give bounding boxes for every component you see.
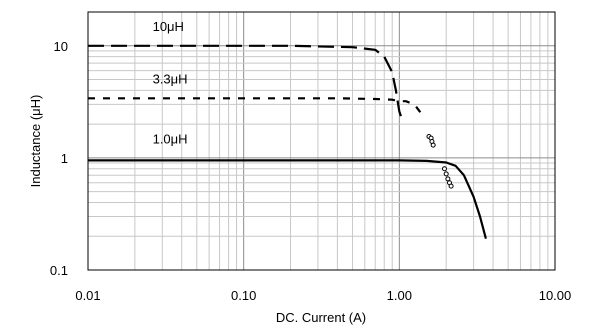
y-axis-label: Inductance (μH)	[28, 95, 43, 188]
series-line	[88, 97, 426, 118]
annotation-group: 10μH 3.3μH 1.0μH	[153, 19, 188, 146]
series-line	[88, 44, 403, 118]
grid-lines	[87, 11, 555, 271]
series-line	[88, 159, 487, 239]
data-point-marker	[443, 171, 449, 177]
plot-area	[88, 12, 555, 270]
data-point-marker	[441, 166, 447, 172]
x-tick-label: 10.00	[539, 288, 572, 303]
plot-border	[87, 11, 556, 271]
series-annotation: 3.3μH	[153, 72, 188, 87]
x-tick-label: 0.10	[231, 288, 256, 303]
x-axis-label: DC. Current (A)	[276, 310, 366, 325]
tick-labels: 0.01 0.10 1.00 10.00 0.1 1 10	[50, 39, 571, 303]
y-tick-label: 10	[54, 39, 68, 54]
data-point-marker	[445, 176, 451, 182]
data-point-marker	[430, 142, 436, 148]
x-tick-label: 0.01	[75, 288, 100, 303]
series-annotation: 10μH	[153, 19, 184, 34]
series-annotation: 1.0μH	[153, 131, 188, 146]
x-tick-label: 1.00	[387, 288, 412, 303]
data-point-marker	[448, 183, 454, 189]
series-group	[88, 44, 487, 239]
y-tick-label: 1	[61, 151, 68, 166]
y-tick-label: 0.1	[50, 263, 68, 278]
marker-group	[426, 134, 454, 189]
